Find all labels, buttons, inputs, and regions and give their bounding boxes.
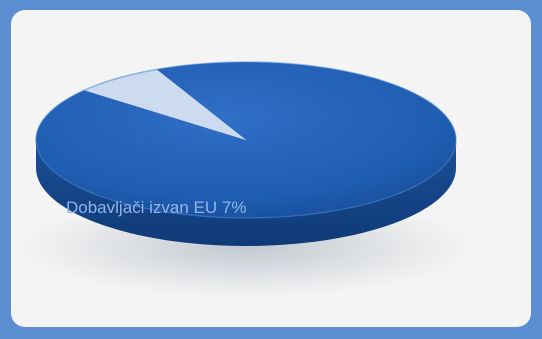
chart-panel: Dobavljači izvan EU 7% (11, 10, 531, 327)
slice-label-non-eu: Dobavljači izvan EU 7% (66, 198, 247, 217)
pie-side (36, 140, 456, 246)
pie-rim (35, 61, 457, 219)
pie-slice-1 (84, 69, 246, 140)
pie-depth (36, 140, 456, 246)
pie-slices (35, 61, 457, 219)
pie-chart (21, 61, 471, 297)
